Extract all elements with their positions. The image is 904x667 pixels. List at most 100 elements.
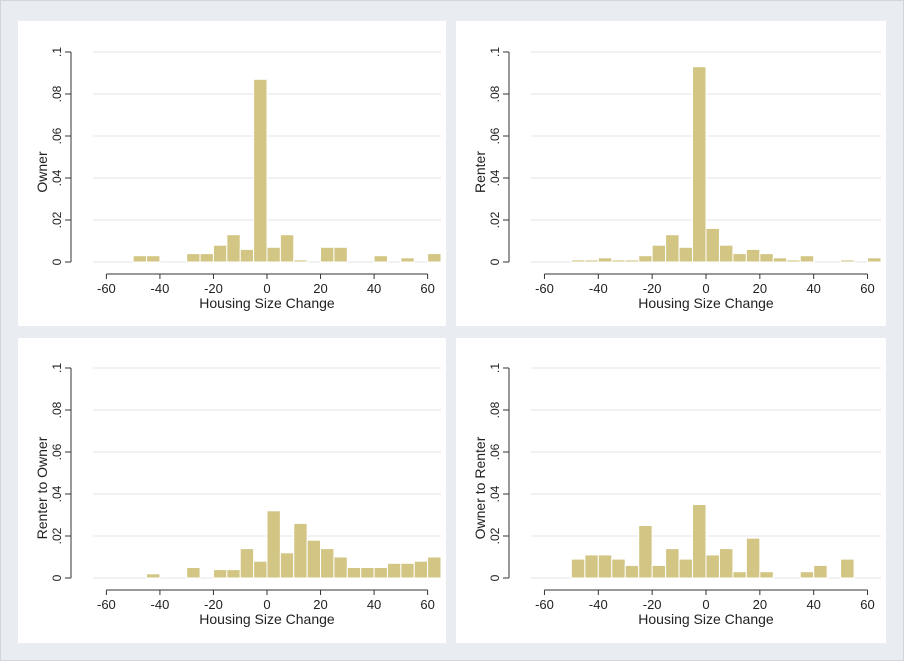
y-tick-label: .08 bbox=[488, 85, 502, 102]
histogram-bar bbox=[186, 253, 201, 263]
histogram-bar bbox=[320, 246, 335, 263]
x-axis-label: Housing Size Change bbox=[199, 295, 335, 311]
x-tick-label: -60 bbox=[535, 281, 554, 296]
histogram-bar bbox=[611, 259, 626, 263]
histogram-bar bbox=[665, 548, 680, 579]
y-tick-label: 0 bbox=[488, 258, 502, 265]
y-tick-label: .06 bbox=[488, 443, 502, 460]
histogram-bar bbox=[651, 244, 667, 263]
x-tick-label: -40 bbox=[589, 597, 608, 612]
chart-panel-2: 0 .02 .04 .06 .08 .1 -60 -40 -20 0 20 40 60 Housing S… bbox=[456, 21, 886, 326]
histogram-bar bbox=[239, 548, 255, 579]
y-tick-label: .1 bbox=[488, 363, 502, 373]
histogram-bar bbox=[867, 257, 882, 263]
x-tick-label: -20 bbox=[643, 281, 662, 296]
x-tick-label: -20 bbox=[204, 597, 223, 612]
y-tick-label: .08 bbox=[50, 401, 64, 418]
y-tick-label: .02 bbox=[488, 527, 502, 544]
x-tick-label: 20 bbox=[313, 597, 327, 612]
histogram-bar bbox=[840, 259, 855, 263]
histogram-bar bbox=[333, 556, 348, 579]
histogram-bar bbox=[373, 255, 388, 263]
histogram-bar bbox=[651, 564, 667, 579]
histogram-bar bbox=[186, 567, 201, 579]
histogram-bar bbox=[279, 552, 295, 579]
x-axis-label: Housing Size Change bbox=[638, 611, 774, 627]
x-tick-label: 60 bbox=[860, 597, 874, 612]
histogram-bar bbox=[212, 569, 228, 579]
x-tick-label: 0 bbox=[263, 281, 270, 296]
histogram-bar bbox=[718, 548, 734, 579]
y-tick-label: 0 bbox=[50, 258, 64, 265]
x-tick-label: -20 bbox=[204, 281, 223, 296]
histogram-bar bbox=[212, 244, 228, 263]
histogram-bar bbox=[584, 259, 599, 263]
histogram-bar bbox=[597, 554, 613, 579]
histogram-bar bbox=[293, 522, 308, 579]
histogram-bar bbox=[306, 539, 322, 579]
x-tick-label: 40 bbox=[806, 597, 820, 612]
histogram-bar bbox=[346, 567, 362, 579]
x-tick-label: -20 bbox=[643, 597, 662, 612]
y-tick-label: .06 bbox=[50, 127, 64, 144]
panel-background bbox=[18, 21, 446, 326]
histogram-bar bbox=[360, 567, 375, 579]
histogram-bar bbox=[624, 564, 640, 579]
y-tick-label: .08 bbox=[50, 85, 64, 102]
chart-panel-1: 0 .02 .04 .06 .08 .1 -60 -40 -20 0 20 40 60 Housing S… bbox=[18, 21, 446, 326]
histogram-bar bbox=[333, 246, 348, 263]
x-axis-label: Housing Size Change bbox=[638, 295, 774, 311]
y-tick-label: .02 bbox=[50, 211, 64, 228]
y-tick-label: 0 bbox=[50, 574, 64, 581]
histogram-bar bbox=[759, 253, 774, 263]
x-tick-label: 40 bbox=[367, 597, 381, 612]
x-tick-label: 60 bbox=[860, 281, 874, 296]
histogram-bar bbox=[840, 558, 855, 579]
histogram-bar bbox=[718, 244, 734, 263]
x-tick-label: 0 bbox=[702, 597, 709, 612]
histogram-bar bbox=[427, 556, 442, 579]
y-tick-label: .1 bbox=[488, 47, 502, 57]
histogram-bar bbox=[705, 554, 720, 579]
x-tick-label: -40 bbox=[151, 597, 170, 612]
y-tick-label: .1 bbox=[50, 47, 64, 57]
histogram-bar bbox=[253, 560, 268, 579]
histogram-bar bbox=[678, 246, 694, 263]
x-tick-label: 60 bbox=[420, 597, 434, 612]
histogram-bar bbox=[772, 257, 788, 263]
histogram-bar bbox=[427, 253, 442, 263]
histogram-bar bbox=[759, 571, 774, 579]
histogram-bar bbox=[732, 253, 747, 263]
y-tick-label: .08 bbox=[488, 401, 502, 418]
x-tick-label: 60 bbox=[420, 281, 434, 296]
x-tick-label: -60 bbox=[97, 281, 116, 296]
histogram-bar bbox=[146, 255, 161, 263]
panel-background bbox=[456, 21, 886, 326]
histogram-bar bbox=[373, 567, 388, 579]
histogram-bar bbox=[570, 558, 586, 579]
histogram-bar bbox=[705, 227, 720, 263]
y-tick-label: .04 bbox=[488, 485, 502, 502]
histogram-bar bbox=[146, 573, 161, 579]
y-tick-label: 0 bbox=[488, 574, 502, 581]
y-tick-label: .04 bbox=[50, 169, 64, 186]
y-tick-label: .06 bbox=[50, 443, 64, 460]
histogram-bar bbox=[239, 248, 255, 263]
histogram-bar bbox=[624, 259, 640, 263]
histogram-bar bbox=[732, 571, 747, 579]
x-tick-label: -40 bbox=[589, 281, 608, 296]
histogram-bar bbox=[400, 562, 415, 579]
y-axis-label: Owner bbox=[34, 151, 50, 193]
histogram-bar bbox=[692, 504, 707, 579]
y-tick-label: .04 bbox=[488, 169, 502, 186]
histogram-bar bbox=[584, 554, 599, 579]
x-tick-label: 40 bbox=[367, 281, 381, 296]
histogram-bar bbox=[745, 537, 761, 579]
panel-background bbox=[456, 338, 886, 643]
histogram-bar bbox=[692, 66, 707, 263]
histogram-bar bbox=[799, 255, 815, 263]
histogram-bar bbox=[799, 571, 815, 579]
histogram-bar bbox=[386, 562, 402, 579]
